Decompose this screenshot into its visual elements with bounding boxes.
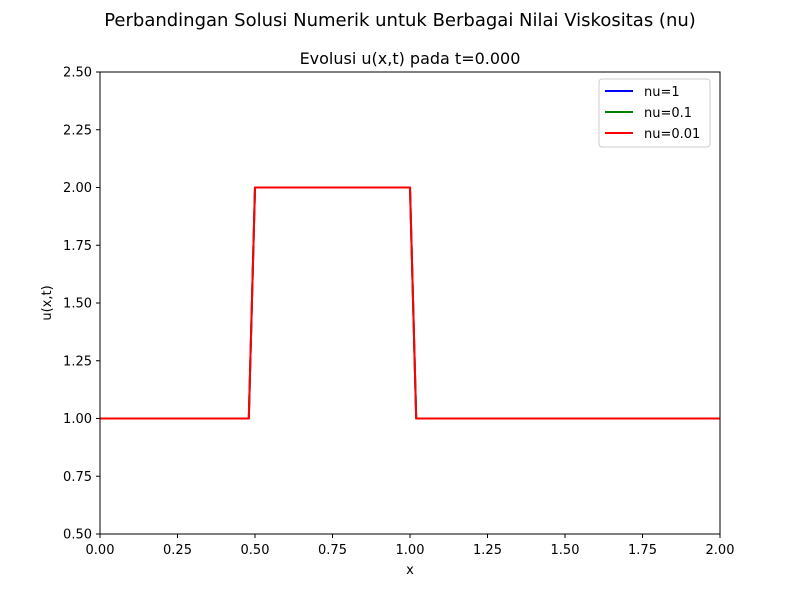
x-tick-label: 0.50 (241, 543, 270, 558)
x-tick-label: 2.00 (706, 543, 735, 558)
x-tick-label: 0.25 (163, 543, 192, 558)
figure-suptitle: Perbandingan Solusi Numerik untuk Berbag… (104, 10, 696, 31)
y-tick-label: 1.25 (63, 354, 92, 369)
y-tick-label: 2.50 (63, 66, 92, 81)
y-tick-label: 1.00 (63, 412, 92, 427)
y-tick-label: 1.50 (63, 297, 92, 312)
x-axis-label: x (406, 563, 414, 578)
y-tick-label: 0.50 (63, 528, 92, 543)
series-line-3 (100, 186, 720, 420)
y-tick-label: 2.25 (63, 123, 92, 138)
legend-box (598, 78, 711, 148)
legend-label: nu=1 (644, 85, 680, 100)
x-tick-label: 1.25 (473, 543, 502, 558)
x-tick-label: 1.00 (396, 543, 425, 558)
x-tick-label: 1.50 (551, 543, 580, 558)
legend: nu=1 nu=0.1 nu=0.01 (598, 78, 711, 148)
y-axis-label: u(x,t) (40, 285, 55, 320)
axes-layer: 0.00 0.25 0.50 0.75 1.00 1.25 1.50 1.75 2.00 0.50… (63, 66, 734, 559)
y-tick-label: 1.75 (63, 239, 92, 254)
chart-title: Evolusi u(x,t) pada t=0.000 (300, 49, 521, 68)
y-tick-label: 2.00 (63, 181, 92, 196)
x-tick-label: 1.75 (628, 543, 657, 558)
legend-label: nu=0.1 (644, 106, 692, 121)
legend-label: nu=0.01 (644, 127, 700, 142)
series-layer (100, 186, 720, 420)
x-tick-label: 0.00 (86, 543, 115, 558)
y-tick-label: 0.75 (63, 470, 92, 485)
x-tick-label: 0.75 (318, 543, 347, 558)
